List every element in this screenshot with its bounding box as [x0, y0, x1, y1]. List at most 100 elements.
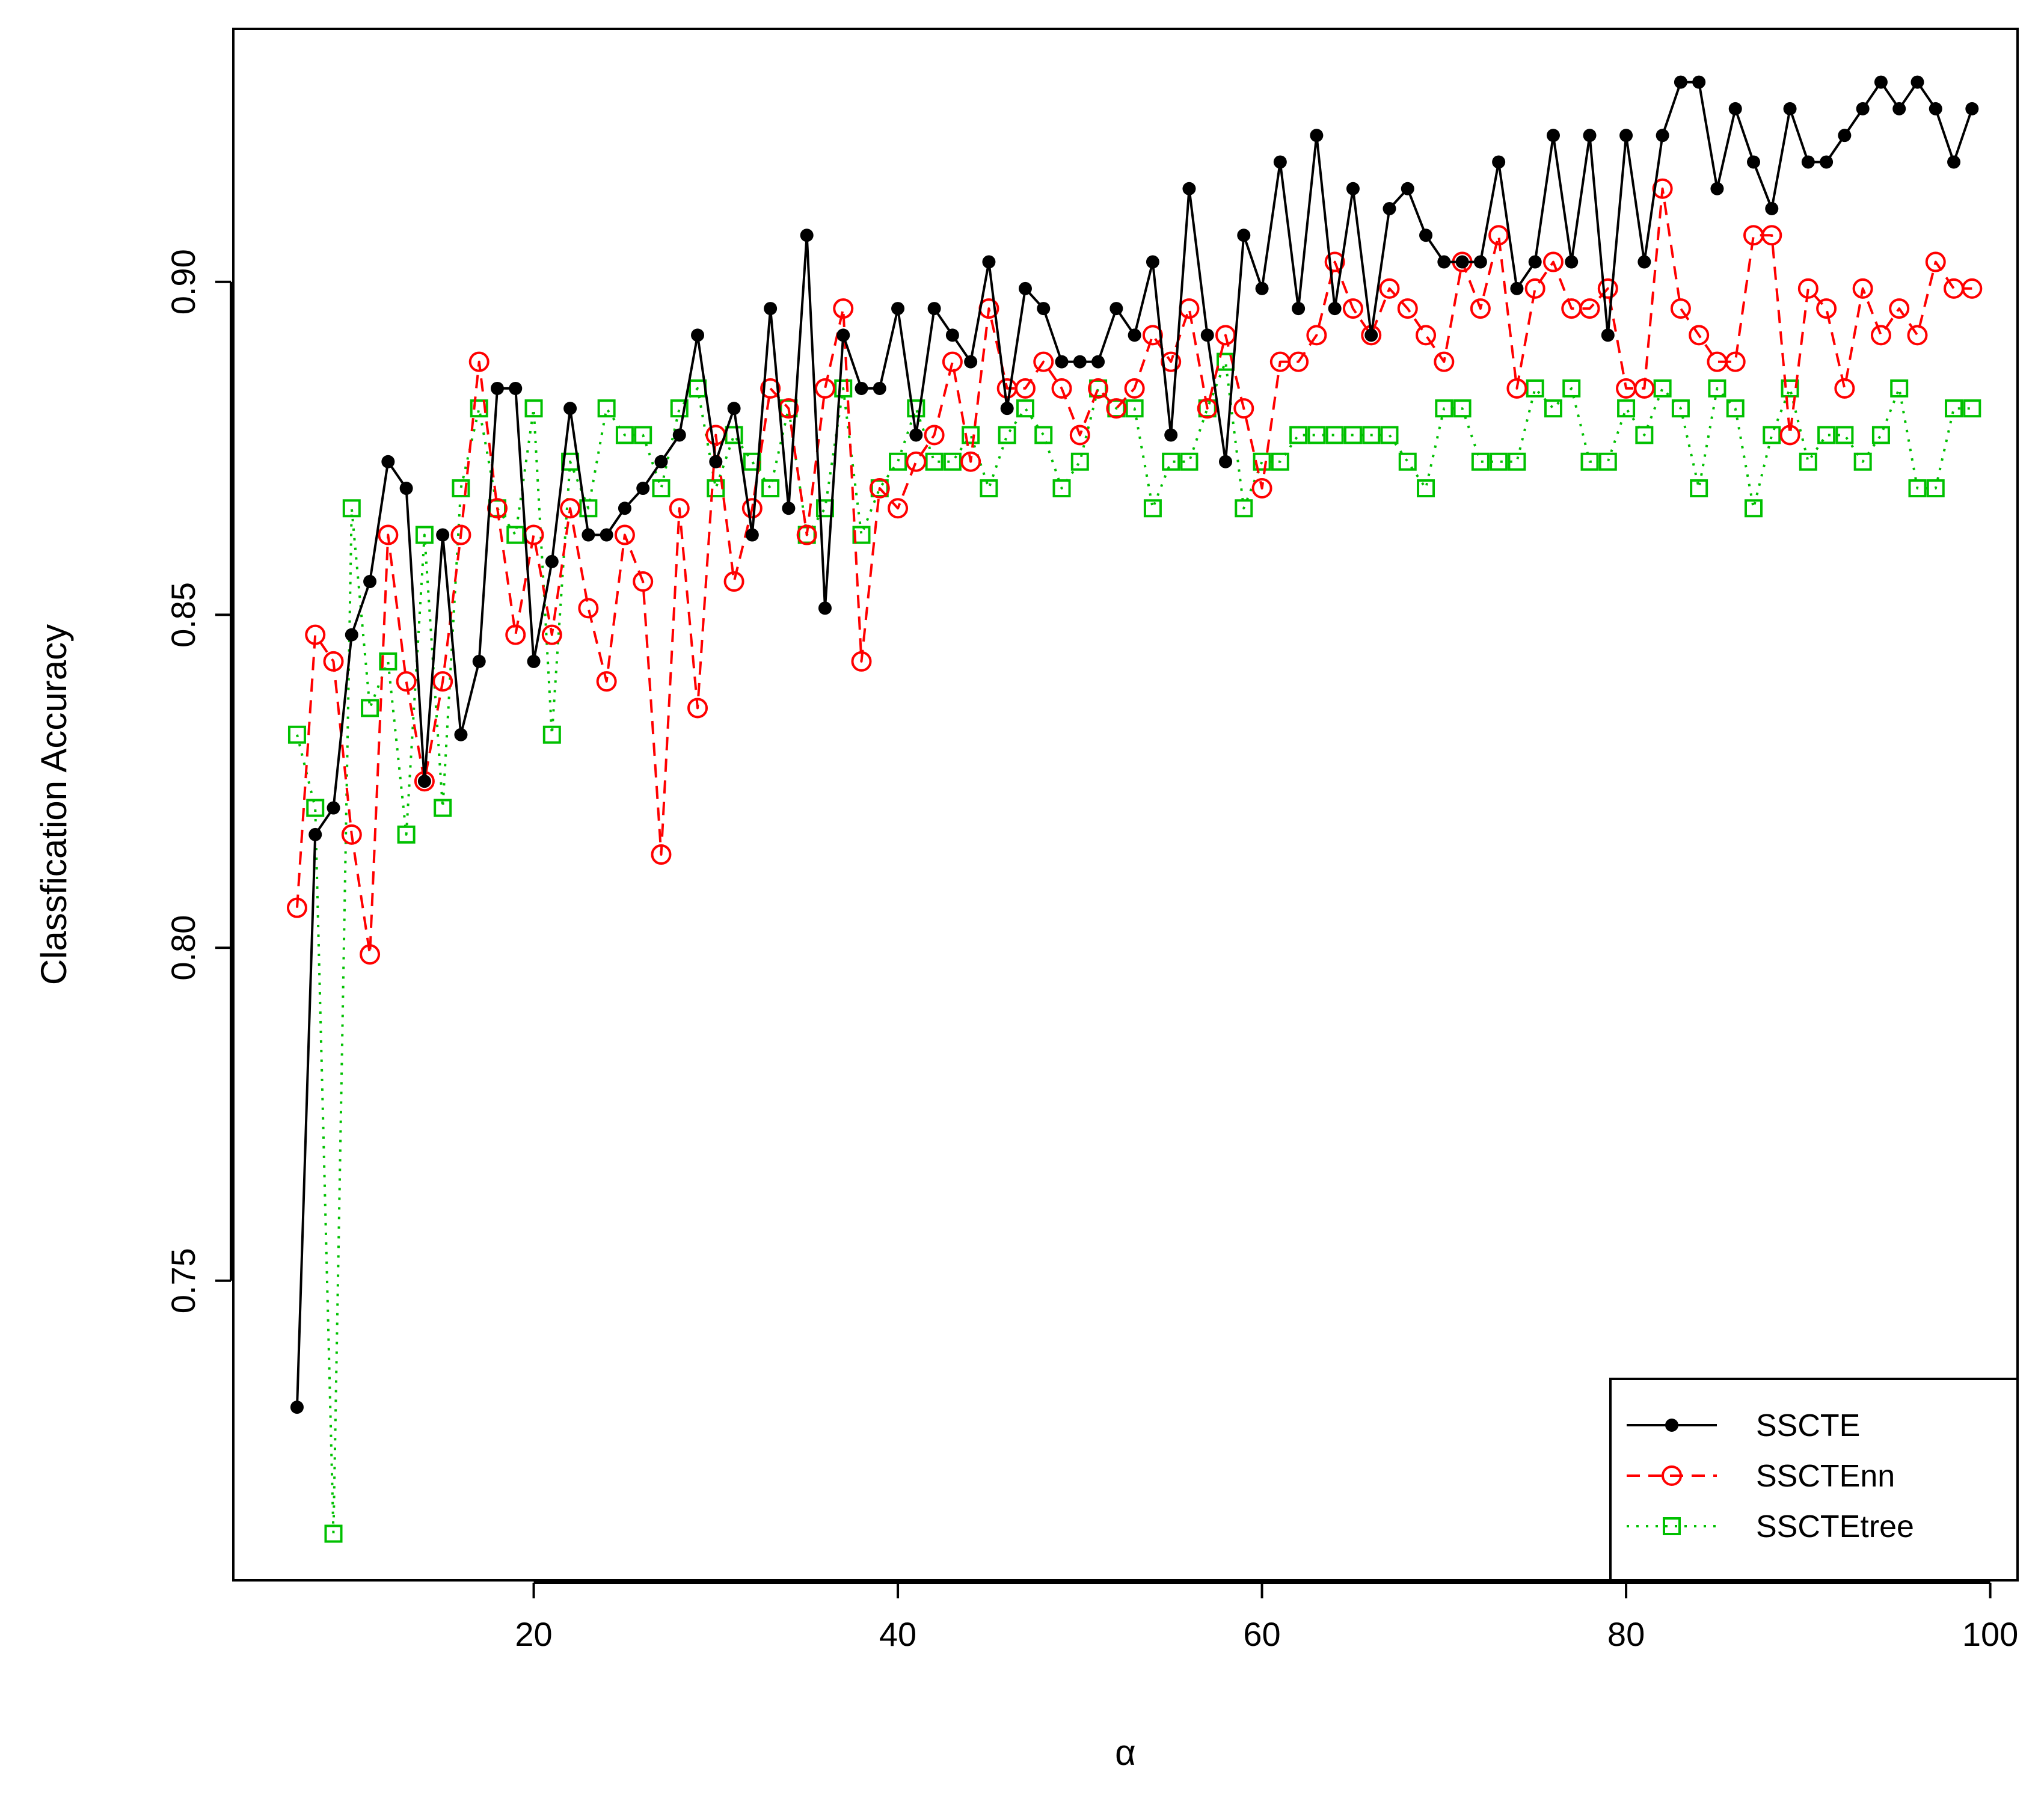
- data-point: [1490, 452, 1508, 471]
- data-point: [1652, 178, 1673, 199]
- data-point: [1598, 452, 1617, 471]
- data-point: [1146, 255, 1159, 269]
- data-point: [1708, 379, 1726, 397]
- data-point: [1362, 426, 1381, 444]
- data-point: [1963, 399, 1981, 418]
- data-point: [1510, 281, 1524, 295]
- data-point: [1710, 182, 1724, 195]
- data-point: [818, 601, 832, 615]
- data-point: [760, 378, 781, 399]
- x-tick-label: 20: [515, 1615, 552, 1653]
- data-point: [869, 478, 890, 499]
- data-point: [1292, 302, 1306, 316]
- data-point: [290, 1401, 304, 1414]
- data-point: [1779, 425, 1800, 446]
- data-point: [745, 528, 759, 542]
- data-point: [578, 598, 599, 619]
- data-point: [432, 671, 453, 692]
- data-point: [1835, 426, 1854, 444]
- data-point: [1434, 351, 1455, 372]
- data-point: [1343, 426, 1362, 444]
- data-point: [906, 451, 927, 472]
- data-point: [1670, 298, 1691, 319]
- data-point: [1070, 452, 1089, 471]
- data-point: [1671, 399, 1690, 418]
- data-point: [1579, 298, 1600, 319]
- data-point: [945, 328, 959, 342]
- data-point: [1871, 426, 1890, 444]
- data-point: [323, 651, 344, 672]
- data-point: [1289, 426, 1308, 444]
- data-point: [560, 498, 581, 519]
- data-point: [509, 381, 523, 395]
- data-point: [1417, 479, 1435, 498]
- data-point: [1109, 302, 1123, 316]
- data-point: [434, 799, 452, 817]
- data-point: [1435, 399, 1453, 418]
- x-axis-label: α: [1115, 1732, 1136, 1773]
- data-point: [1253, 452, 1271, 471]
- data-point: [1674, 75, 1687, 89]
- data-point: [672, 428, 686, 442]
- data-point: [468, 351, 490, 372]
- data-point: [1251, 478, 1272, 499]
- data-point: [1562, 379, 1581, 397]
- data-point: [579, 499, 598, 518]
- data-point: [925, 452, 944, 471]
- data-point: [1910, 75, 1924, 89]
- data-point: [800, 229, 814, 242]
- data-point: [1488, 225, 1509, 246]
- data-point: [982, 255, 996, 269]
- data-point: [596, 671, 617, 692]
- data-point: [709, 455, 723, 468]
- data-point: [341, 824, 362, 845]
- data-point: [615, 426, 634, 444]
- data-point: [1874, 75, 1888, 89]
- data-point: [1565, 255, 1579, 269]
- data-point: [1125, 399, 1144, 418]
- data-point: [1747, 155, 1761, 169]
- data-point: [542, 725, 561, 744]
- data-point: [764, 302, 778, 316]
- data-point: [1526, 379, 1544, 397]
- data-point: [1929, 102, 1942, 115]
- data-point: [1273, 155, 1287, 169]
- data-point: [1419, 229, 1433, 242]
- data-point: [1597, 278, 1618, 299]
- data-point: [723, 571, 744, 592]
- data-point: [1925, 251, 1946, 272]
- data-point: [1665, 1419, 1678, 1432]
- data-point: [614, 524, 635, 545]
- data-point: [761, 479, 780, 498]
- data-point: [1455, 255, 1469, 269]
- data-point: [324, 1524, 343, 1543]
- data-point: [725, 426, 743, 444]
- data-point: [1580, 452, 1599, 471]
- data-point: [1162, 452, 1180, 471]
- data-point: [1856, 102, 1870, 115]
- data-point: [651, 844, 672, 865]
- data-point: [924, 425, 945, 446]
- data-point: [327, 801, 340, 815]
- data-point: [1662, 1465, 1682, 1486]
- data-point: [436, 528, 450, 542]
- data-point: [1073, 355, 1087, 369]
- data-point: [1528, 255, 1542, 269]
- x-tick-label: 100: [1962, 1615, 2018, 1653]
- data-point: [618, 502, 631, 515]
- data-point: [450, 524, 471, 545]
- data-point: [1797, 278, 1818, 299]
- data-point: [1583, 129, 1597, 143]
- data-point: [669, 498, 690, 519]
- data-point: [415, 526, 434, 544]
- data-point: [1437, 255, 1451, 269]
- x-tick-label: 40: [879, 1615, 916, 1653]
- data-point: [308, 827, 322, 841]
- data-point: [1161, 351, 1182, 372]
- data-point: [1124, 378, 1145, 399]
- data-point: [1890, 379, 1909, 397]
- data-point: [305, 624, 326, 645]
- data-point: [962, 426, 980, 444]
- data-point: [1307, 426, 1326, 444]
